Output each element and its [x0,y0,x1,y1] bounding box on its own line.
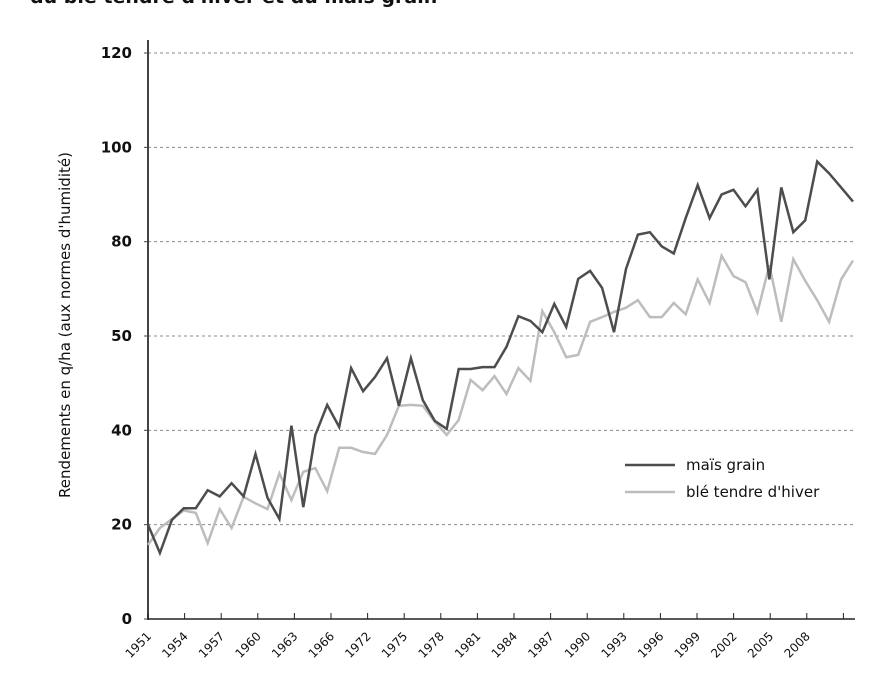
x-tick-label: 1954 [159,629,190,660]
x-tick-label: 1963 [269,629,300,660]
x-tick-label: 2005 [745,629,776,660]
x-tick-label: 1987 [525,629,556,660]
x-tick-label: 1960 [232,629,263,660]
x-tick-label: 1999 [672,629,703,660]
series-line-ble-tendre [146,252,855,547]
x-tick-label: 1951 [123,629,154,660]
y-tick-label: 20 [111,516,132,534]
x-tick-label: 2002 [708,629,739,660]
x-tick-label: 1993 [598,629,629,660]
x-tick-label: 1957 [196,629,227,660]
x-tick-label: 1984 [489,629,520,660]
y-tick-label: 100 [101,138,132,156]
x-tick-label: 1978 [415,629,446,660]
legend-label: blé tendre d'hiver [686,483,820,501]
y-tick-label: 0 [122,610,132,628]
x-tick-label: 1996 [635,629,666,660]
y-tick-label: 80 [111,233,132,251]
y-tick-label: 50 [111,327,132,345]
x-tick-label: 1966 [306,629,337,660]
x-tick-label: 1972 [342,629,373,660]
x-tick-label: 1990 [562,629,593,660]
y-tick-label: 40 [111,421,132,439]
y-tick-label: 120 [101,44,132,62]
legend-label: maïs grain [686,456,765,474]
x-tick-label: 1981 [452,629,483,660]
x-tick-label: 2008 [781,629,812,660]
series-line-mais-grain [146,158,854,557]
chart-title: du blé tendre d'hiver et du maïs grain [30,0,437,8]
y-axis-label: Rendements en q/ha (aux normes d'humidit… [56,152,74,498]
x-tick-label: 1975 [379,629,410,660]
